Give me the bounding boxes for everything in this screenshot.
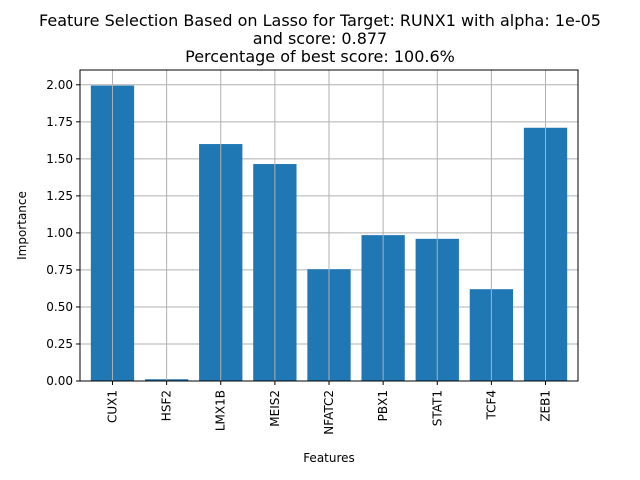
x-tick-label: HSF2 xyxy=(160,390,174,421)
chart-title-line-2: and score: 0.877 xyxy=(253,29,387,48)
y-axis-label: Importance xyxy=(15,191,29,260)
x-axis-label: Features xyxy=(303,451,355,465)
y-tick-label: 1.50 xyxy=(46,152,73,166)
x-axis-ticks: CUX1 HSF2 LMX1B MEIS2 NFATC2 PBX1 STAT1 TCF4 ZEB… xyxy=(105,381,553,435)
chart-title: Feature Selection Based on Lasso for Tar… xyxy=(39,11,601,66)
chart-title-line-1: Feature Selection Based on Lasso for Tar… xyxy=(39,11,601,30)
chart-title-line-3: Percentage of best score: 100.6% xyxy=(185,47,455,66)
x-tick-label: MEIS2 xyxy=(268,390,282,427)
y-tick-label: 0.25 xyxy=(46,337,73,351)
x-tick-label: TCF4 xyxy=(484,390,498,421)
y-tick-label: 1.25 xyxy=(46,189,73,203)
x-tick-label: ZEB1 xyxy=(539,390,553,422)
y-tick-label: 0.00 xyxy=(46,374,73,388)
x-tick-label: PBX1 xyxy=(376,390,390,421)
x-tick-label: LMX1B xyxy=(214,390,228,431)
x-tick-label: STAT1 xyxy=(430,390,444,426)
x-tick-label: NFATC2 xyxy=(322,390,336,435)
y-tick-label: 1.75 xyxy=(46,115,73,129)
y-tick-label: 1.00 xyxy=(46,226,73,240)
y-tick-label: 0.50 xyxy=(46,300,73,314)
y-axis-ticks: 0.00 0.25 0.50 0.75 1.00 1.25 1.50 1.75 2.00 xyxy=(46,78,80,388)
x-grid xyxy=(111,70,547,381)
y-tick-label: 2.00 xyxy=(46,78,73,92)
y-tick-label: 0.75 xyxy=(46,263,73,277)
x-tick-label: CUX1 xyxy=(105,390,119,423)
